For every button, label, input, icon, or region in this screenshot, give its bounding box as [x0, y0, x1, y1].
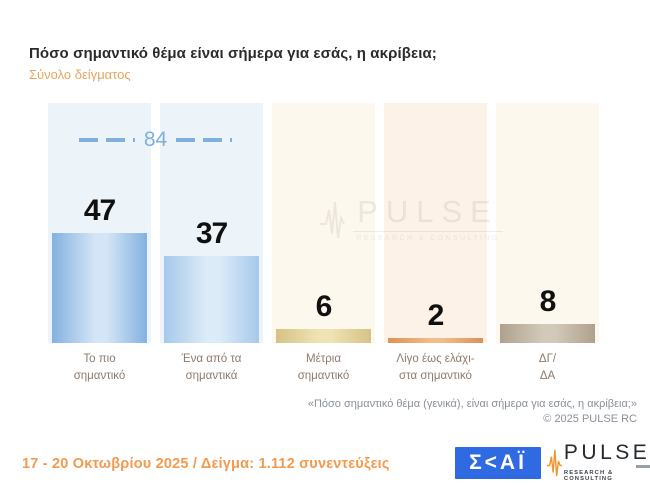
- bar-value-label: 2: [427, 299, 445, 332]
- pulse-logo: PULSE RESEARCH & CONSULTING: [547, 442, 650, 482]
- dash-line-left: [78, 138, 135, 142]
- bar-metria-simantiko: [276, 329, 371, 343]
- chart-column-2: 37: [160, 103, 263, 343]
- bar-ena-apo-ta-simantika: [164, 256, 259, 343]
- source-footnote: «Πόσο σημαντικό θέμα (γενικά), είναι σήμ…: [308, 397, 637, 427]
- pulse-logo-rule: [636, 465, 650, 468]
- bar-to-pio-simantiko: [52, 233, 147, 343]
- chart-column-1: 47: [48, 103, 151, 343]
- footnote-copyright: © 2025 PULSE RC: [543, 412, 637, 425]
- footnote-question: «Πόσο σημαντικό θέμα (γενικά), είναι σήμ…: [307, 398, 637, 410]
- bar-value-label: 8: [539, 285, 557, 318]
- category-label-2: Ένα από τα σημαντικά: [181, 353, 242, 382]
- fieldwork-dates: 17 - 20 Οκτωβρίου 2025 / Δείγμα: 1.112 σ…: [22, 456, 390, 472]
- group-sum-value: 84: [143, 128, 168, 151]
- skai-logo: Σ<ΑΪ: [455, 447, 541, 479]
- chart-column-4: 2: [384, 103, 487, 343]
- bar-value-label: 6: [315, 290, 333, 323]
- pulse-logo-tagline: RESEARCH & CONSULTING: [563, 470, 614, 482]
- pulse-logo-text: PULSE: [563, 441, 650, 464]
- category-label-3: Μέτρια σημαντικό: [297, 353, 350, 382]
- category-label-4: Λίγο έως ελάχι- στα σημαντικό: [396, 353, 475, 382]
- group-sum-annotation: 84: [48, 128, 263, 152]
- bar-dg-da: [500, 324, 595, 343]
- page-subtitle: Σύνολο δείγματος: [29, 67, 131, 82]
- category-label-1: Το πιο σημαντικό: [73, 353, 126, 382]
- bar-value-label: 47: [83, 194, 116, 227]
- category-label-5: ΔΓ/ ΔΑ: [538, 353, 557, 382]
- pulse-waveform-icon: [547, 449, 562, 477]
- chart-column-3: 6: [272, 103, 375, 343]
- page-title: Πόσο σημαντικό θέμα είναι σήμερα για εσά…: [29, 45, 437, 62]
- chart-column-5: 8: [496, 103, 599, 343]
- skai-logo-text: Σ<ΑΪ: [469, 451, 527, 474]
- dash-line-right: [176, 138, 233, 142]
- bar-value-label: 37: [195, 217, 228, 250]
- bar-ligo-eos-elaxista: [388, 338, 483, 343]
